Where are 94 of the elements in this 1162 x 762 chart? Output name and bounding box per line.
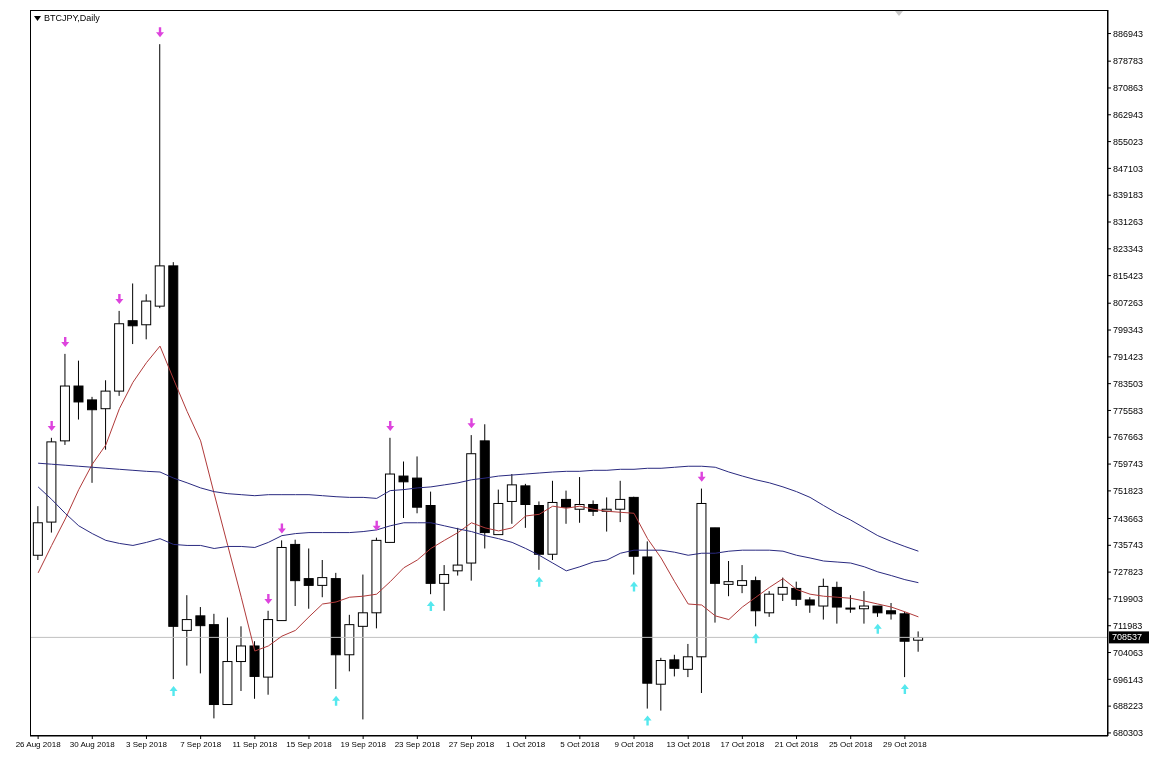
y-tick-label: 735743 <box>1113 540 1144 551</box>
y-tick-label: 831263 <box>1113 217 1144 228</box>
candlestick <box>737 564 748 594</box>
y-tick-label: 696143 <box>1113 674 1144 685</box>
y-tick-label: 823343 <box>1113 244 1144 254</box>
x-tick-label: 29 Oct 2018 <box>883 739 928 749</box>
x-tick-label: 5 Oct 2018 <box>560 739 600 749</box>
candlestick <box>452 527 463 577</box>
point <box>467 418 476 429</box>
x-tick-label: 17 Oct 2018 <box>720 739 765 749</box>
y-tick-label: 799343 <box>1113 325 1144 336</box>
x-tick-label: 19 Sep 2018 <box>340 739 387 749</box>
x-tick-label: 13 Oct 2018 <box>666 739 711 749</box>
y-tick-label: 815423 <box>1113 270 1144 281</box>
y-tick-label: 743663 <box>1113 513 1144 524</box>
y-tick-label: 807263 <box>1113 298 1144 309</box>
y-tick-label: 727823 <box>1113 567 1144 578</box>
point <box>426 601 435 612</box>
candlestick <box>682 643 693 678</box>
ref-line-label: 708537 <box>1112 632 1143 643</box>
x-tick-label: 1 Oct 2018 <box>506 739 546 749</box>
candlestick <box>615 480 626 523</box>
candlestick <box>506 473 517 525</box>
point <box>47 420 56 431</box>
y-tick-label: 751823 <box>1113 486 1144 497</box>
point <box>156 27 165 38</box>
point <box>332 695 341 706</box>
chart-title: BTCJPY,Daily <box>44 13 100 23</box>
point <box>372 520 381 531</box>
x-tick-label: 21 Oct 2018 <box>774 739 819 749</box>
x-tick-label: 7 Sep 2018 <box>180 739 222 749</box>
x-tick-label: 26 Aug 2018 <box>15 739 62 749</box>
y-tick-label: 855023 <box>1113 136 1144 147</box>
candlestick <box>791 581 802 607</box>
candlestick <box>181 594 192 667</box>
x-tick-label: 3 Sep 2018 <box>126 739 168 749</box>
y-tick-label: 719903 <box>1113 594 1144 605</box>
candlestick <box>818 578 829 621</box>
x-tick-label: 25 Oct 2018 <box>828 739 874 749</box>
point <box>61 337 70 348</box>
line-series <box>37 345 919 652</box>
y-tick-label: 711983 <box>1113 620 1143 631</box>
candlestick <box>303 547 314 610</box>
candlestick <box>357 574 368 720</box>
y-tick-label: 759743 <box>1113 459 1144 470</box>
point <box>115 294 124 305</box>
candlestick <box>141 293 152 340</box>
point <box>643 715 652 726</box>
candlestick <box>317 559 328 598</box>
candlestick <box>669 654 680 677</box>
y-tick-label: 791423 <box>1113 352 1144 363</box>
y-tick-label: 847103 <box>1113 163 1144 174</box>
x-tick-label: 9 Oct 2018 <box>614 739 655 749</box>
candlestick <box>398 461 409 519</box>
y-tick-label: 688223 <box>1113 701 1144 712</box>
x-tick-label: 11 Sep 2018 <box>232 739 278 749</box>
y-tick-label: 680303 <box>1113 728 1144 739</box>
line-series <box>37 486 919 584</box>
candlestick <box>195 606 206 674</box>
y-tick-label: 767663 <box>1113 432 1144 443</box>
candlestick <box>831 581 842 625</box>
point <box>535 576 544 587</box>
y-tick-label: 870863 <box>1113 83 1144 94</box>
candlestick <box>886 602 897 621</box>
y-tick-label: 878783 <box>1113 56 1144 67</box>
candlestick <box>100 379 111 451</box>
candlestick <box>764 590 775 618</box>
candlestick <box>87 396 98 484</box>
x-tick-label: 30 Aug 2018 <box>69 739 116 749</box>
candlestick <box>561 490 572 525</box>
point <box>169 685 178 696</box>
x-tick-label: 23 Sep 2018 <box>394 739 441 749</box>
candlestick <box>655 657 666 712</box>
candlestick <box>723 560 734 597</box>
point <box>264 593 273 604</box>
y-tick-label: 839183 <box>1113 190 1144 201</box>
x-tick-label: 27 Sep 2018 <box>448 739 495 749</box>
y-tick-label: 704063 <box>1113 647 1144 658</box>
y-tick-label: 775583 <box>1113 405 1144 416</box>
y-tick-label: 862943 <box>1113 109 1144 120</box>
y-tick-label: 783503 <box>1113 378 1144 389</box>
candlestick <box>520 483 531 529</box>
y-tick-label: 886943 <box>1113 28 1144 39</box>
point <box>873 623 882 634</box>
candlestick <box>73 360 84 421</box>
candlestick <box>127 282 138 345</box>
candlestick <box>858 590 869 625</box>
point <box>386 420 395 431</box>
line-series <box>37 462 919 552</box>
point <box>751 633 760 644</box>
candlestick <box>439 564 450 612</box>
candlestick <box>236 625 246 692</box>
x-tick-label: 15 Sep 2018 <box>286 739 333 749</box>
point <box>900 683 909 694</box>
